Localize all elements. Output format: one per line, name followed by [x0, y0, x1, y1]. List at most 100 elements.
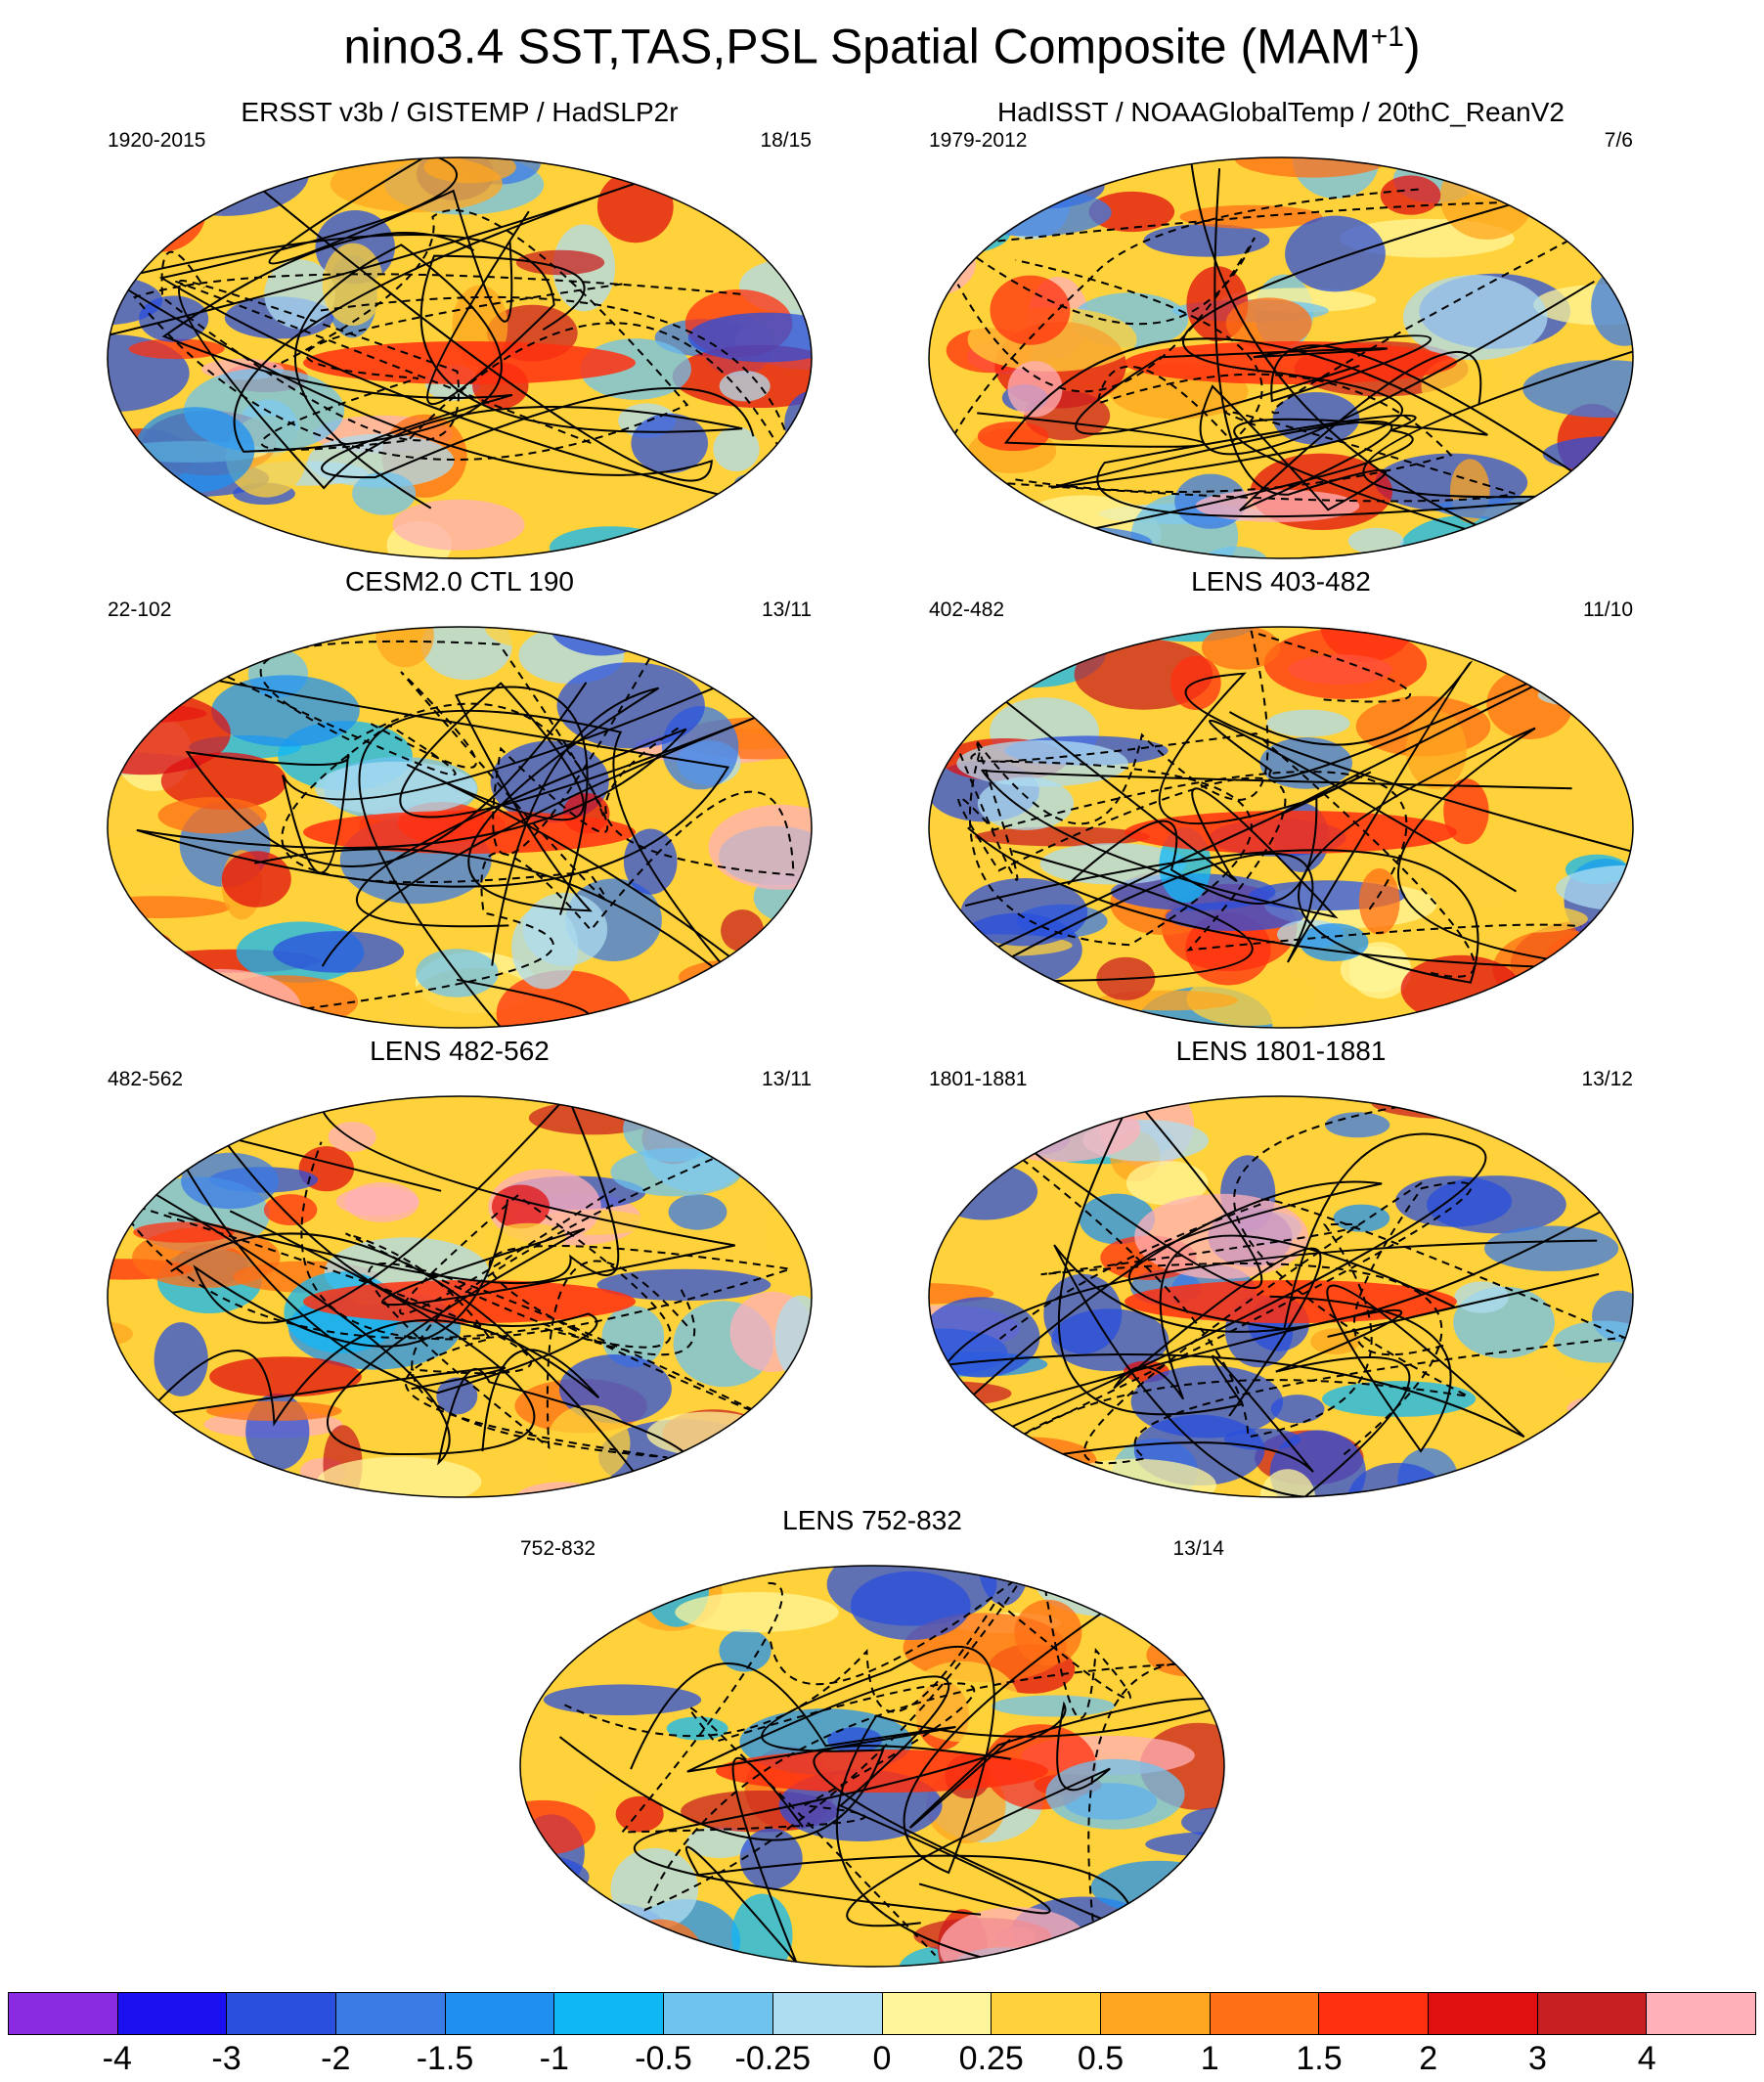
map-panel: CESM2.0 CTL 190 22-102 13/11: [98, 565, 821, 1035]
panel-title: LENS 1801-1881: [1175, 1036, 1387, 1066]
map-outline: [519, 1565, 1225, 1968]
anomaly-shading: [939, 1907, 1091, 1967]
anomaly-shading: [1539, 1127, 1633, 1158]
psl-contour: [158, 157, 794, 513]
psl-contour: [1050, 182, 1586, 512]
psl-contour: [178, 254, 743, 490]
anomaly-shading: [1090, 1860, 1224, 1914]
panel-title: HadISST / NOAAGlobalTemp / 20thC_ReanV2: [996, 97, 1565, 127]
global-map: [519, 1565, 1225, 1968]
colorbar-tick-label: 1: [1200, 2040, 1219, 2077]
anomaly-shading: [601, 1306, 665, 1368]
anomaly-shading: [546, 1404, 631, 1483]
psl-contour: [345, 1152, 726, 1459]
psl-contour: [936, 188, 1516, 503]
anomaly-shading: [1537, 684, 1629, 707]
colorbar-swatch: [1537, 1993, 1648, 2034]
anomaly-shading: [675, 1592, 839, 1633]
psl-contour: [1199, 168, 1595, 511]
anomaly-shading: [154, 1322, 208, 1396]
anomaly-shading: [496, 970, 634, 1028]
anomaly-shading: [1263, 628, 1428, 699]
anomaly-shading: [1380, 175, 1441, 215]
anomaly-shading: [181, 1152, 280, 1210]
psl-contour: [630, 1661, 1051, 1915]
anomaly-shading: [273, 931, 405, 973]
anomaly-shading: [929, 627, 1039, 667]
colorbar-swatch: [1210, 1993, 1320, 2034]
colorbar-tick-label: -0.5: [635, 2040, 692, 2077]
psl-contour: [966, 1096, 1314, 1473]
colorbar-swatch: [772, 1993, 883, 2034]
anomaly-shading: [108, 275, 163, 326]
enso-warm-tongue: [303, 811, 636, 854]
anomaly-shading: [774, 1295, 812, 1381]
anomaly-shading: [665, 627, 797, 660]
anomaly-shading: [974, 826, 1150, 847]
psl-contour: [321, 682, 794, 1008]
psl-contour: [157, 1119, 598, 1395]
anomaly-shading: [1266, 709, 1350, 737]
anomaly-shading: [965, 1437, 1097, 1485]
anomaly-shading: [1259, 1469, 1316, 1497]
anomaly-shading: [905, 1661, 1019, 1743]
anomaly-shading: [977, 421, 1049, 452]
global-map: [107, 156, 813, 559]
anomaly-shading: [1259, 737, 1352, 789]
anomaly-shading: [992, 627, 1071, 673]
psl-contour: [634, 1701, 1111, 1927]
psl-contour: [643, 1570, 1200, 1967]
enso-warm-tongue: [1125, 341, 1457, 384]
anomaly-shading: [132, 1226, 281, 1288]
colorbar-tick-label: 0: [872, 2040, 892, 2077]
anomaly-shading: [539, 1883, 584, 1958]
anomaly-shading: [720, 498, 812, 558]
colorbar-tick-label: -2: [321, 2040, 351, 2077]
anomaly-shading: [118, 1438, 204, 1460]
psl-contour: [620, 1581, 976, 1957]
anomaly-shading: [1285, 215, 1386, 292]
panel-title: LENS 482-562: [370, 1036, 550, 1066]
panel-years: 22-102: [108, 598, 172, 621]
panel-years: 752-832: [520, 1537, 596, 1560]
anomaly-shading: [1495, 530, 1534, 558]
anomaly-shading: [739, 1828, 803, 1889]
anomaly-shading: [1163, 1566, 1224, 1637]
map-panel: LENS 403-482 402-482 11/10: [919, 565, 1643, 1035]
colorbar-tick-label: -3: [211, 2040, 242, 2077]
anomaly-shading: [929, 1297, 1040, 1378]
colorbar-swatch: [554, 1993, 665, 2034]
figure-title-text: nino3.4 SST,TAS,PSL Spatial Composite (M…: [343, 19, 1371, 74]
psl-contour: [977, 160, 1574, 558]
anomaly-shading: [977, 776, 1075, 830]
anomaly-shading: [1270, 1395, 1325, 1424]
anomaly-shading: [1492, 929, 1623, 1009]
psl-contour: [964, 727, 1624, 984]
anomaly-shading: [211, 675, 360, 747]
panel-count: 18/15: [760, 129, 812, 152]
colorbar-swatch: [1100, 1993, 1211, 2034]
anomaly-shading: [1186, 972, 1312, 1026]
anomaly-shading: [135, 407, 255, 493]
colorbar-tick-label: 2: [1419, 2040, 1438, 2077]
anomaly-shading: [1598, 177, 1633, 201]
panel-title: CESM2.0 CTL 190: [345, 566, 574, 597]
anomaly-shading: [1484, 1225, 1619, 1271]
psl-contour: [108, 179, 646, 509]
colorbar-swatch: [336, 1993, 446, 2034]
anomaly-shading: [990, 275, 1071, 345]
colorbar-swatch: [1647, 1993, 1755, 2034]
anomaly-shading: [328, 1122, 376, 1152]
anomaly-shading: [1322, 1381, 1477, 1417]
anomaly-shading: [1160, 1926, 1224, 1947]
anomaly-shading: [960, 878, 1088, 947]
anomaly-shading: [1143, 224, 1270, 257]
anomaly-shading: [352, 471, 417, 515]
map-panel: LENS 1801-1881 1801-1881 13/12: [919, 1035, 1643, 1504]
anomaly-shading: [929, 165, 1070, 205]
figure-title-close: ): [1404, 19, 1421, 74]
figure-title-superscript: +1: [1370, 21, 1404, 53]
anomaly-shading: [949, 188, 1112, 237]
anomaly-shading: [1166, 902, 1304, 931]
colorbar-swatch: [992, 1993, 1101, 2034]
